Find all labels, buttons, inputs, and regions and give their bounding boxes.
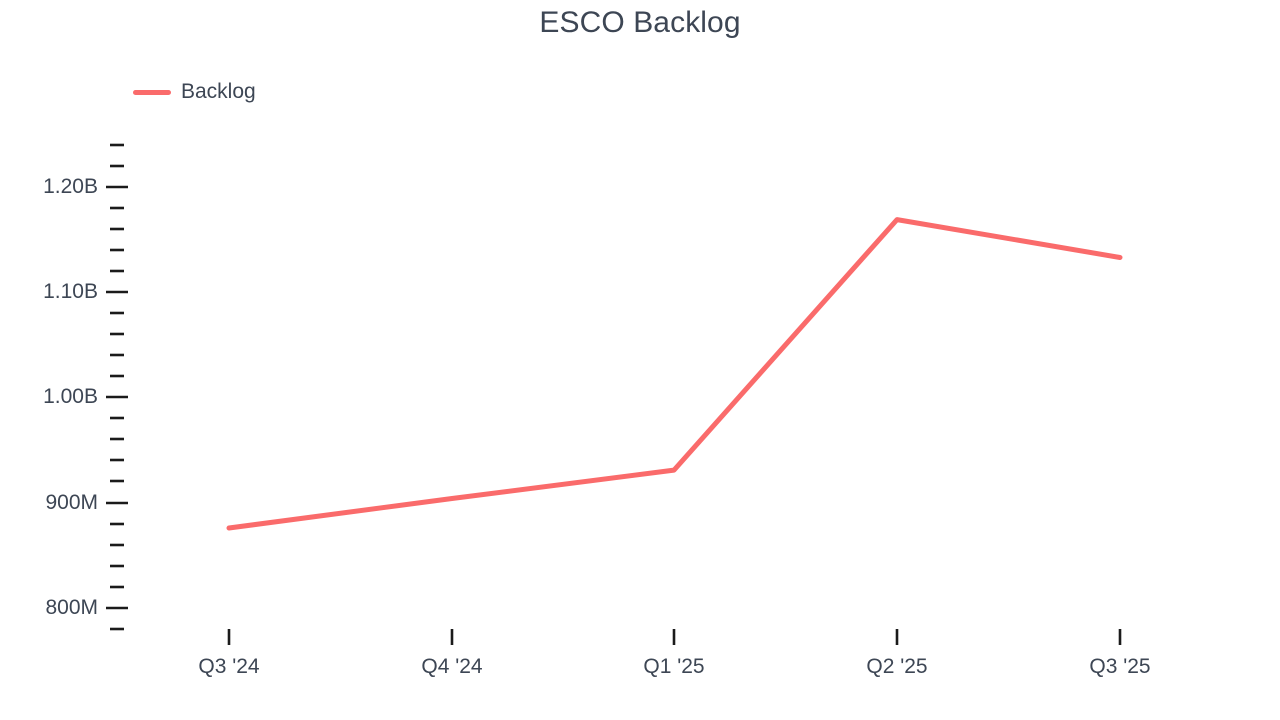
y-axis-labels: 1.20B 1.10B 1.00B 900M 800M (0, 0, 98, 720)
x-axis-ticks (227, 629, 1122, 645)
x-tick-label: Q3 '24 (198, 655, 260, 678)
x-tick-label: Q2 '25 (866, 655, 928, 678)
y-axis-minor-ticks (110, 143, 124, 631)
y-axis-major-ticks (106, 185, 128, 610)
page-title: ESCO Backlog (539, 6, 741, 39)
legend-label-backlog: Backlog (181, 80, 256, 103)
y-tick-label: 1.10B (43, 280, 98, 303)
y-tick-label: 1.00B (43, 385, 98, 408)
y-tick-label: 800M (45, 596, 98, 619)
y-tick-label: 1.20B (43, 175, 98, 198)
x-tick-label: Q1 '25 (643, 655, 705, 678)
y-tick-label: 900M (45, 491, 98, 514)
x-tick-label: Q4 '24 (421, 655, 483, 678)
chart-legend: Backlog (133, 78, 256, 106)
line-series-backlog (226, 217, 1123, 531)
x-tick-label: Q3 '25 (1089, 655, 1151, 678)
legend-swatch-backlog (133, 89, 171, 95)
